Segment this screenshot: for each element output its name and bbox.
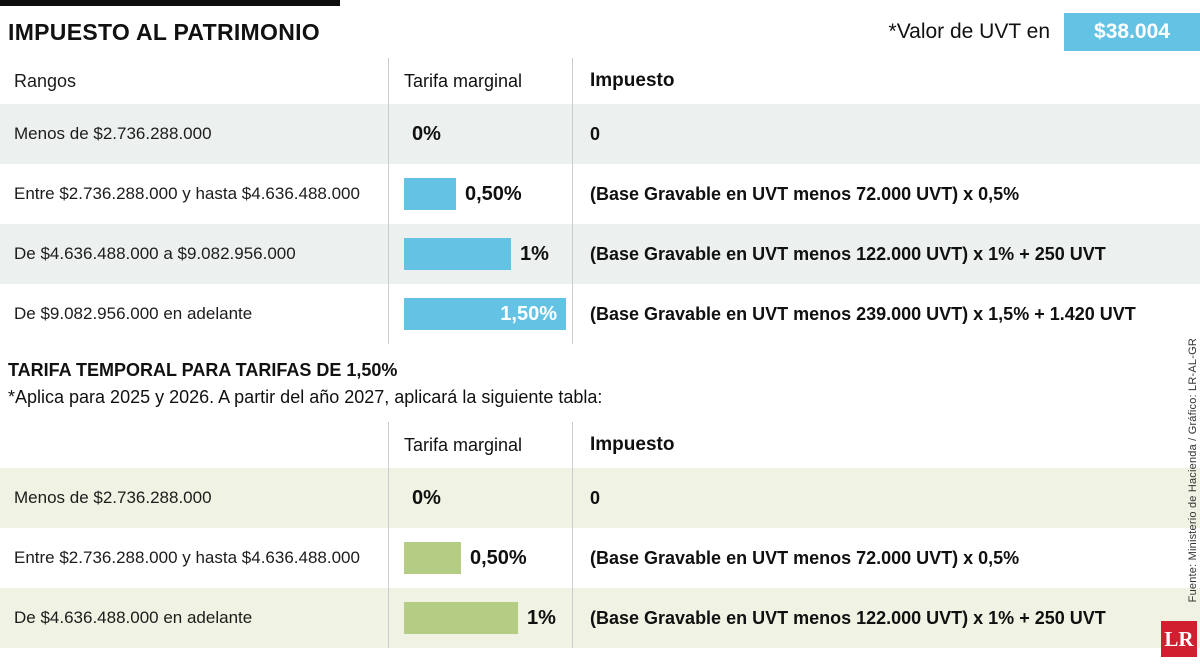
rate-cell: 0,50%	[388, 164, 573, 224]
table-row: De $4.636.488.000 en adelante 1% (Base G…	[0, 588, 1200, 648]
rate-cell: 1%	[388, 588, 573, 648]
uvt-label: *Valor de UVT en	[888, 20, 1050, 43]
impuesto-cell: (Base Gravable en UVT menos 239.000 UVT)…	[590, 303, 1136, 324]
table-row: Entre $2.736.288.000 y hasta $4.636.488.…	[0, 164, 1200, 224]
temporary-rate-note: TARIFA TEMPORAL PARA TARIFAS DE 1,50% *A…	[0, 344, 1200, 422]
rate-bar	[404, 238, 511, 270]
range-cell: Menos de $2.736.288.000	[14, 488, 212, 507]
range-cell: Entre $2.736.288.000 y hasta $4.636.488.…	[14, 184, 360, 203]
note-title: TARIFA TEMPORAL PARA TARIFAS DE 1,50%	[8, 360, 398, 380]
uvt-note: *Valor de UVT en $38.004	[889, 13, 1200, 51]
rate-label: 0,50%	[465, 182, 522, 205]
rate-cell: 0,50%	[388, 528, 573, 588]
title-accent-bar	[0, 0, 340, 6]
impuesto-cell: 0	[590, 123, 601, 144]
column-header-empty	[0, 422, 388, 468]
column-header-tarifa-marginal: Tarifa marginal	[388, 58, 573, 104]
column-header-impuesto: Impuesto	[590, 70, 675, 91]
range-cell: Entre $2.736.288.000 y hasta $4.636.488.…	[14, 548, 360, 567]
table-row: Menos de $2.736.288.000 0% 0	[0, 468, 1200, 528]
uvt-value-badge: $38.004	[1064, 13, 1200, 51]
table-header-row: Tarifa marginal Impuesto	[0, 422, 1200, 468]
future-rate-table: Tarifa marginal Impuesto Menos de $2.736…	[0, 422, 1200, 648]
main-rate-table: Rangos Tarifa marginal Impuesto Menos de…	[0, 58, 1200, 344]
rate-cell: 0%	[388, 468, 573, 528]
impuesto-cell: (Base Gravable en UVT menos 72.000 UVT) …	[590, 547, 1020, 568]
range-cell: Menos de $2.736.288.000	[14, 124, 212, 143]
rate-cell: 0%	[388, 104, 573, 164]
page-title: IMPUESTO AL PATRIMONIO	[8, 18, 321, 45]
rate-label: 1%	[527, 606, 556, 629]
table-row: Menos de $2.736.288.000 0% 0	[0, 104, 1200, 164]
rate-label: 0,50%	[470, 546, 527, 569]
source-credit: Fuente: Ministerio de Hacienda / Gráfico…	[1187, 338, 1199, 603]
table-row: De $4.636.488.000 a $9.082.956.000 1% (B…	[0, 224, 1200, 284]
rate-bar	[404, 602, 518, 634]
impuesto-cell: 0	[590, 487, 601, 508]
header: IMPUESTO AL PATRIMONIO *Valor de UVT en …	[0, 6, 1200, 58]
note-subtitle: *Aplica para 2025 y 2026. A partir del a…	[8, 387, 603, 407]
range-cell: De $4.636.488.000 a $9.082.956.000	[14, 244, 296, 263]
table-header-row: Rangos Tarifa marginal Impuesto	[0, 58, 1200, 104]
column-header-impuesto: Impuesto	[590, 434, 675, 455]
column-header-tarifa-marginal: Tarifa marginal	[388, 422, 573, 468]
rate-bar	[404, 178, 456, 210]
rate-cell: 1%	[388, 224, 573, 284]
rate-bar: 1,50%	[404, 298, 566, 330]
rate-label: 0%	[412, 486, 441, 509]
rate-label: 0%	[412, 122, 441, 145]
rate-label: 1%	[520, 242, 549, 265]
table-row: De $9.082.956.000 en adelante 1,50% (Bas…	[0, 284, 1200, 344]
rate-label: 1,50%	[500, 302, 557, 325]
impuesto-cell: (Base Gravable en UVT menos 72.000 UVT) …	[590, 183, 1020, 204]
rate-bar	[404, 542, 461, 574]
range-cell: De $4.636.488.000 en adelante	[14, 608, 253, 627]
column-header-rangos: Rangos	[14, 70, 77, 91]
rate-cell: 1,50%	[388, 284, 573, 344]
table-row: Entre $2.736.288.000 y hasta $4.636.488.…	[0, 528, 1200, 588]
impuesto-cell: (Base Gravable en UVT menos 122.000 UVT)…	[590, 607, 1106, 628]
range-cell: De $9.082.956.000 en adelante	[14, 304, 253, 323]
lr-logo: LR	[1161, 621, 1197, 657]
impuesto-cell: (Base Gravable en UVT menos 122.000 UVT)…	[590, 243, 1106, 264]
